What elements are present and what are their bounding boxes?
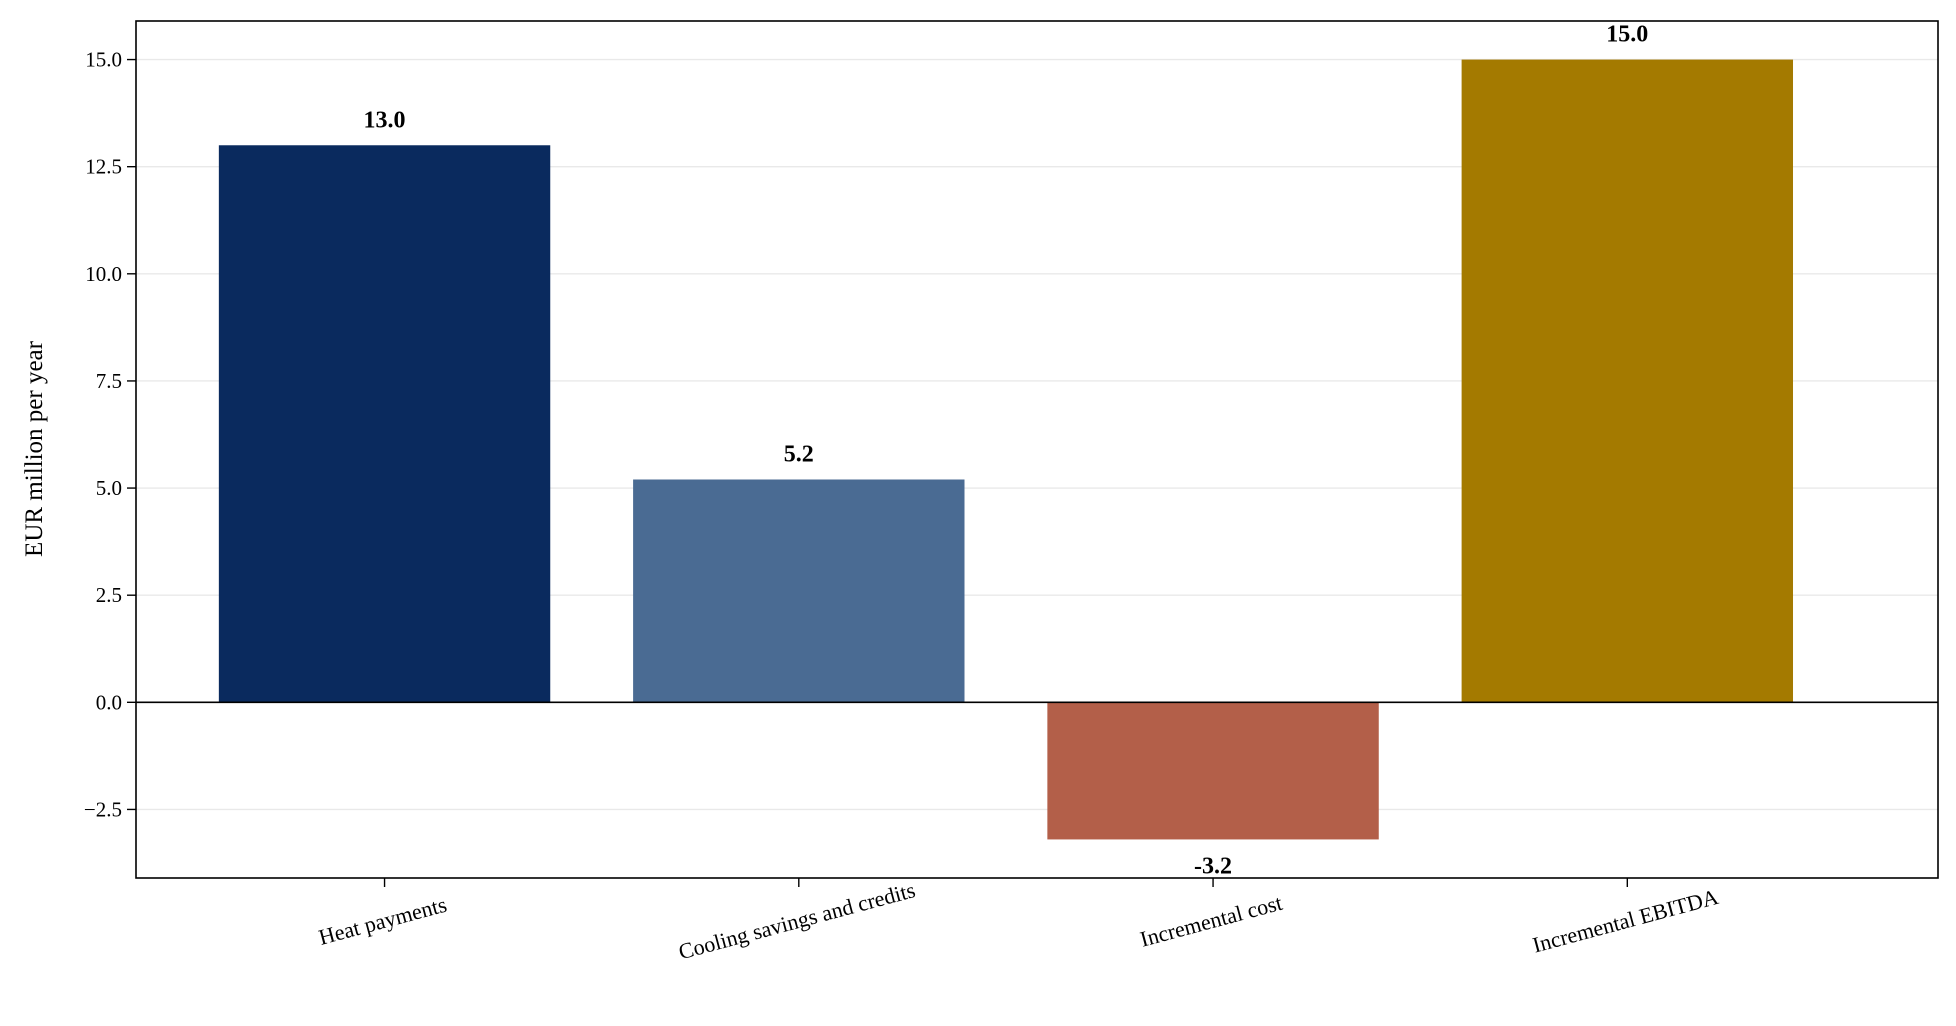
plot-frame [135, 20, 1939, 879]
x-tick-label: Incremental cost [1137, 890, 1284, 952]
data-labels: 13.0 5.2 -3.2 15.0 [364, 22, 1649, 880]
data-label: 13.0 [364, 107, 406, 133]
y-tick-label: −2.5 [84, 797, 122, 821]
x-tick-label: Incremental EBITDA [1530, 884, 1721, 958]
y-tick-label: 2.5 [96, 583, 122, 607]
y-tick-label: 7.5 [96, 369, 122, 393]
data-label: 15.0 [1606, 22, 1648, 48]
bar [218, 145, 551, 703]
y-axis-ticks: −2.5 0.0 2.5 5.0 7.5 10.0 12.5 15.0 [84, 48, 136, 821]
y-tick-label: 10.0 [85, 262, 122, 286]
x-axis-ticks: Heat payments Cooling savings and credits… [316, 877, 1721, 964]
x-tick-label: Cooling savings and credits [676, 877, 918, 964]
bar [1047, 702, 1379, 840]
data-label: -3.2 [1194, 853, 1232, 879]
y-tick-label: 0.0 [96, 690, 122, 714]
y-axis-title: EUR million per year [21, 340, 48, 557]
y-tick-label: 12.5 [85, 155, 122, 179]
y-tick-label: 15.0 [85, 48, 122, 72]
bar [1461, 59, 1794, 703]
data-label: 5.2 [784, 441, 814, 467]
bars [218, 59, 1794, 840]
bar [633, 479, 965, 703]
x-tick-label: Heat payments [316, 892, 449, 950]
y-tick-label: 5.0 [96, 476, 122, 500]
